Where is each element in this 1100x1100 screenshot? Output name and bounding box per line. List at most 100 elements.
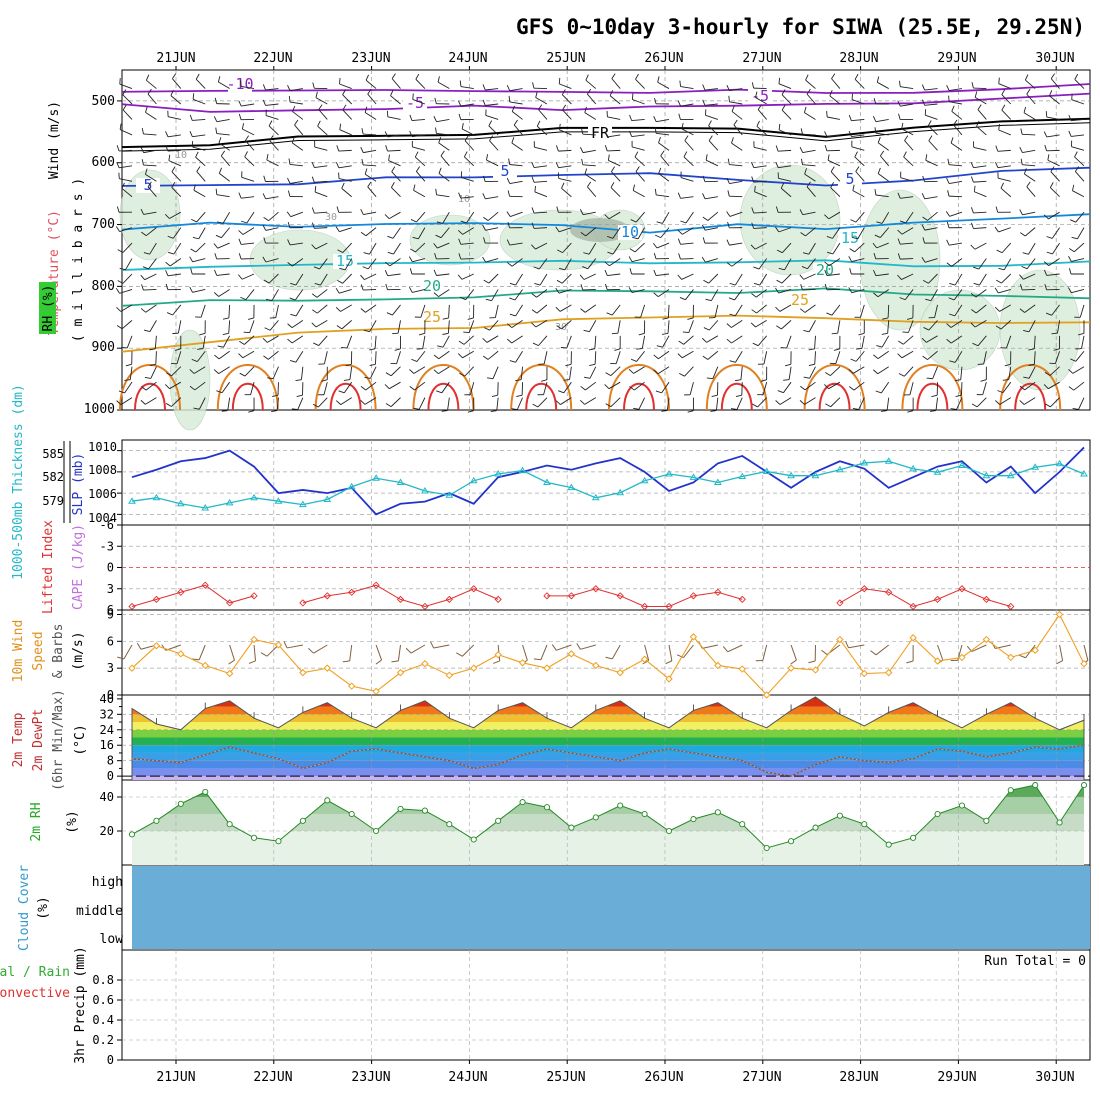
rh-marker <box>226 821 233 828</box>
wind-barb-flag <box>586 88 592 95</box>
wind-barb-flag <box>799 400 805 405</box>
wind-barb <box>315 319 328 328</box>
wind-barb-flag <box>1028 348 1035 351</box>
wind-barb-flag <box>970 222 974 229</box>
wind-barb-flag <box>215 127 218 134</box>
wind-barb-flag <box>1019 400 1025 405</box>
wind-barb <box>196 211 206 223</box>
wind-barb-flag <box>973 282 980 286</box>
wind-barb-flag <box>119 123 122 130</box>
wind-barb-flag <box>760 379 767 382</box>
wind-barb <box>460 103 474 107</box>
wind-barb-flag <box>311 244 317 250</box>
thickness-marker <box>421 487 429 494</box>
wind-barb <box>753 180 767 183</box>
wind-barb-flag <box>493 660 500 664</box>
wind-barb <box>661 381 670 394</box>
wind-barb-flag <box>308 647 314 654</box>
ytick-label: 0 <box>107 1053 114 1067</box>
wind-barb <box>680 242 694 245</box>
wind-barb-flag <box>751 207 755 214</box>
rh-marker <box>812 824 819 831</box>
wind-barb <box>464 156 475 167</box>
wind-barb <box>510 211 523 217</box>
wind-barb-flag <box>1001 89 1006 95</box>
wind-barb <box>119 178 133 182</box>
rh-marker <box>373 827 380 835</box>
wind-barb <box>363 211 377 215</box>
wind-barb <box>168 160 181 167</box>
ytick-label: 20 <box>100 824 114 838</box>
wind-barb-flag <box>218 167 223 174</box>
wind-barb <box>612 242 621 255</box>
wind-barb <box>1023 397 1036 405</box>
wind-barb-flag <box>799 274 805 280</box>
wind-barb-flag <box>831 73 836 79</box>
wind-barb <box>974 242 987 250</box>
wind-barb-flag <box>506 338 513 344</box>
thickness-marker <box>298 500 307 508</box>
wind-barb <box>610 187 621 198</box>
wind-barb <box>808 242 816 255</box>
wind-speed-marker <box>933 657 942 665</box>
wind-barb <box>123 644 133 660</box>
wind-barb-flag <box>116 306 122 312</box>
wind-barb <box>667 320 670 334</box>
wind-barb <box>876 242 889 249</box>
wind-barb <box>804 304 816 313</box>
wind-barb <box>120 304 133 312</box>
wind-barb-flag <box>263 355 269 360</box>
wind-barb-flag <box>824 384 829 390</box>
ylabel-precip-total: tal / Rain <box>0 965 70 980</box>
wind-barb-flag <box>508 95 511 102</box>
wind-barb-flag <box>336 145 340 152</box>
wind-barb <box>753 211 767 214</box>
temperature-contour <box>121 92 1091 113</box>
wind-barb-flag <box>946 323 952 328</box>
wind-barb <box>194 381 206 391</box>
ylabel-precip: 3hr Precip (mm) <box>73 946 88 1063</box>
wind-barb <box>511 335 523 344</box>
wind-barb <box>246 211 255 224</box>
wind-barb-flag <box>995 206 999 213</box>
wind-barb-flag <box>221 410 228 412</box>
wind-barb <box>924 88 938 91</box>
wind-barb <box>314 165 328 169</box>
wind-barb <box>198 227 206 240</box>
wind-barb <box>485 258 499 263</box>
wind-barb-flag <box>750 322 756 328</box>
wind-barb-flag <box>141 159 144 166</box>
wind-barb-flag <box>580 284 584 291</box>
wind-barb <box>485 103 499 106</box>
wind-barb <box>437 81 450 89</box>
thickness-marker <box>591 493 600 501</box>
wind-barb-flag <box>701 256 706 263</box>
wind-barb-flag <box>122 89 127 95</box>
wind-barb-flag <box>531 309 538 314</box>
wind-barb-flag <box>872 242 877 249</box>
wind-barb-flag <box>191 218 197 223</box>
rh-shade <box>919 289 1001 371</box>
wind-barb-flag <box>435 127 437 134</box>
wind-barb <box>438 142 450 151</box>
wind-barb <box>735 351 743 363</box>
wind-barb-flag <box>143 252 150 255</box>
contour-label: 5 <box>500 162 509 180</box>
wind-barb <box>851 134 865 137</box>
wind-barb <box>253 644 257 661</box>
wind-barb-flag <box>776 249 783 254</box>
wind-barb <box>753 146 767 151</box>
wind-barb <box>143 289 157 291</box>
wind-barb <box>949 88 963 92</box>
wind-barb <box>461 273 474 280</box>
wind-barb-flag <box>294 119 299 126</box>
thickness-marker <box>1006 471 1015 479</box>
wind-barb-flag <box>852 407 859 410</box>
ytick-label: 500 <box>92 94 115 109</box>
wind-barb <box>150 366 157 379</box>
wind-barb-flag <box>556 325 562 330</box>
cloud-level-high: high <box>92 875 123 890</box>
wind-barb <box>173 242 182 255</box>
wind-barb-flag <box>314 282 321 286</box>
wind-barb <box>802 211 816 216</box>
